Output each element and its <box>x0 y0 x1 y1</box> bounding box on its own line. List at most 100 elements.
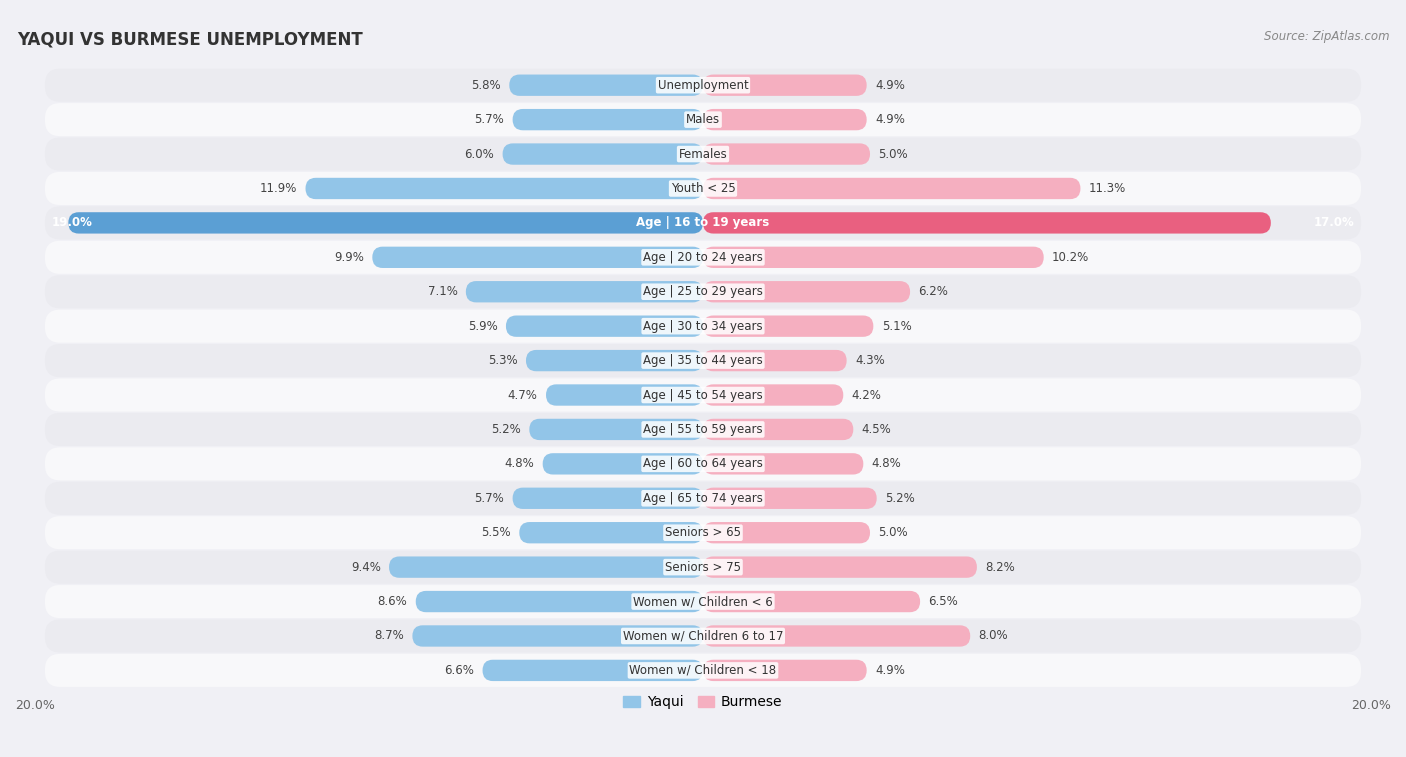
FancyBboxPatch shape <box>45 550 1361 584</box>
Text: 5.2%: 5.2% <box>491 423 522 436</box>
FancyBboxPatch shape <box>543 453 703 475</box>
FancyBboxPatch shape <box>703 143 870 165</box>
Text: Males: Males <box>686 113 720 126</box>
FancyBboxPatch shape <box>529 419 703 440</box>
Text: 6.2%: 6.2% <box>918 285 948 298</box>
FancyBboxPatch shape <box>45 241 1361 274</box>
FancyBboxPatch shape <box>703 625 970 646</box>
FancyBboxPatch shape <box>45 619 1361 653</box>
FancyBboxPatch shape <box>45 310 1361 343</box>
Text: 9.9%: 9.9% <box>335 251 364 264</box>
Text: 5.7%: 5.7% <box>474 113 505 126</box>
FancyBboxPatch shape <box>703 453 863 475</box>
Text: 8.0%: 8.0% <box>979 630 1008 643</box>
FancyBboxPatch shape <box>546 385 703 406</box>
Text: Seniors > 65: Seniors > 65 <box>665 526 741 539</box>
Text: 5.5%: 5.5% <box>481 526 510 539</box>
FancyBboxPatch shape <box>389 556 703 578</box>
Text: 8.7%: 8.7% <box>374 630 404 643</box>
FancyBboxPatch shape <box>373 247 703 268</box>
FancyBboxPatch shape <box>465 281 703 302</box>
FancyBboxPatch shape <box>506 316 703 337</box>
Text: Source: ZipAtlas.com: Source: ZipAtlas.com <box>1264 30 1389 43</box>
Text: 11.9%: 11.9% <box>260 182 297 195</box>
Text: 5.7%: 5.7% <box>474 492 505 505</box>
FancyBboxPatch shape <box>703 74 866 96</box>
Text: 4.5%: 4.5% <box>862 423 891 436</box>
Text: 4.7%: 4.7% <box>508 388 537 401</box>
Text: 4.8%: 4.8% <box>505 457 534 470</box>
FancyBboxPatch shape <box>519 522 703 544</box>
Text: 5.0%: 5.0% <box>879 148 908 160</box>
Legend: Yaqui, Burmese: Yaqui, Burmese <box>617 690 789 715</box>
Text: Age | 35 to 44 years: Age | 35 to 44 years <box>643 354 763 367</box>
Text: Seniors > 75: Seniors > 75 <box>665 561 741 574</box>
Text: Age | 30 to 34 years: Age | 30 to 34 years <box>643 319 763 332</box>
Text: Age | 55 to 59 years: Age | 55 to 59 years <box>643 423 763 436</box>
FancyBboxPatch shape <box>703 419 853 440</box>
Text: 17.0%: 17.0% <box>1313 217 1354 229</box>
FancyBboxPatch shape <box>703 556 977 578</box>
Text: Females: Females <box>679 148 727 160</box>
Text: Women w/ Children < 6: Women w/ Children < 6 <box>633 595 773 608</box>
Text: Women w/ Children < 18: Women w/ Children < 18 <box>630 664 776 677</box>
Text: 7.1%: 7.1% <box>427 285 457 298</box>
Text: 10.2%: 10.2% <box>1052 251 1090 264</box>
Text: 19.0%: 19.0% <box>52 217 93 229</box>
FancyBboxPatch shape <box>45 516 1361 550</box>
FancyBboxPatch shape <box>703 247 1043 268</box>
FancyBboxPatch shape <box>45 172 1361 205</box>
FancyBboxPatch shape <box>509 74 703 96</box>
FancyBboxPatch shape <box>703 178 1080 199</box>
FancyBboxPatch shape <box>513 109 703 130</box>
FancyBboxPatch shape <box>45 447 1361 481</box>
FancyBboxPatch shape <box>703 385 844 406</box>
FancyBboxPatch shape <box>45 344 1361 377</box>
FancyBboxPatch shape <box>69 212 703 234</box>
Text: Youth < 25: Youth < 25 <box>671 182 735 195</box>
Text: YAQUI VS BURMESE UNEMPLOYMENT: YAQUI VS BURMESE UNEMPLOYMENT <box>17 30 363 48</box>
FancyBboxPatch shape <box>703 281 910 302</box>
FancyBboxPatch shape <box>703 350 846 371</box>
FancyBboxPatch shape <box>703 212 1271 234</box>
FancyBboxPatch shape <box>45 654 1361 687</box>
FancyBboxPatch shape <box>482 660 703 681</box>
Text: 6.0%: 6.0% <box>464 148 495 160</box>
FancyBboxPatch shape <box>703 488 877 509</box>
FancyBboxPatch shape <box>305 178 703 199</box>
Text: 4.8%: 4.8% <box>872 457 901 470</box>
Text: Age | 45 to 54 years: Age | 45 to 54 years <box>643 388 763 401</box>
Text: 5.2%: 5.2% <box>884 492 915 505</box>
FancyBboxPatch shape <box>45 103 1361 136</box>
Text: 4.9%: 4.9% <box>875 79 905 92</box>
Text: 6.6%: 6.6% <box>444 664 474 677</box>
FancyBboxPatch shape <box>703 109 866 130</box>
Text: 5.0%: 5.0% <box>879 526 908 539</box>
FancyBboxPatch shape <box>703 591 920 612</box>
FancyBboxPatch shape <box>45 69 1361 101</box>
Text: Age | 25 to 29 years: Age | 25 to 29 years <box>643 285 763 298</box>
FancyBboxPatch shape <box>703 522 870 544</box>
FancyBboxPatch shape <box>45 481 1361 515</box>
Text: Age | 60 to 64 years: Age | 60 to 64 years <box>643 457 763 470</box>
Text: 6.5%: 6.5% <box>928 595 959 608</box>
Text: 5.3%: 5.3% <box>488 354 517 367</box>
FancyBboxPatch shape <box>45 378 1361 412</box>
Text: 8.2%: 8.2% <box>986 561 1015 574</box>
Text: Women w/ Children 6 to 17: Women w/ Children 6 to 17 <box>623 630 783 643</box>
Text: 4.2%: 4.2% <box>852 388 882 401</box>
FancyBboxPatch shape <box>45 413 1361 446</box>
FancyBboxPatch shape <box>45 276 1361 308</box>
Text: 8.6%: 8.6% <box>378 595 408 608</box>
FancyBboxPatch shape <box>45 585 1361 618</box>
Text: 5.9%: 5.9% <box>468 319 498 332</box>
FancyBboxPatch shape <box>45 207 1361 239</box>
FancyBboxPatch shape <box>45 138 1361 170</box>
Text: Age | 16 to 19 years: Age | 16 to 19 years <box>637 217 769 229</box>
Text: Age | 65 to 74 years: Age | 65 to 74 years <box>643 492 763 505</box>
Text: Age | 20 to 24 years: Age | 20 to 24 years <box>643 251 763 264</box>
FancyBboxPatch shape <box>703 660 866 681</box>
FancyBboxPatch shape <box>703 316 873 337</box>
FancyBboxPatch shape <box>412 625 703 646</box>
Text: 9.4%: 9.4% <box>350 561 381 574</box>
